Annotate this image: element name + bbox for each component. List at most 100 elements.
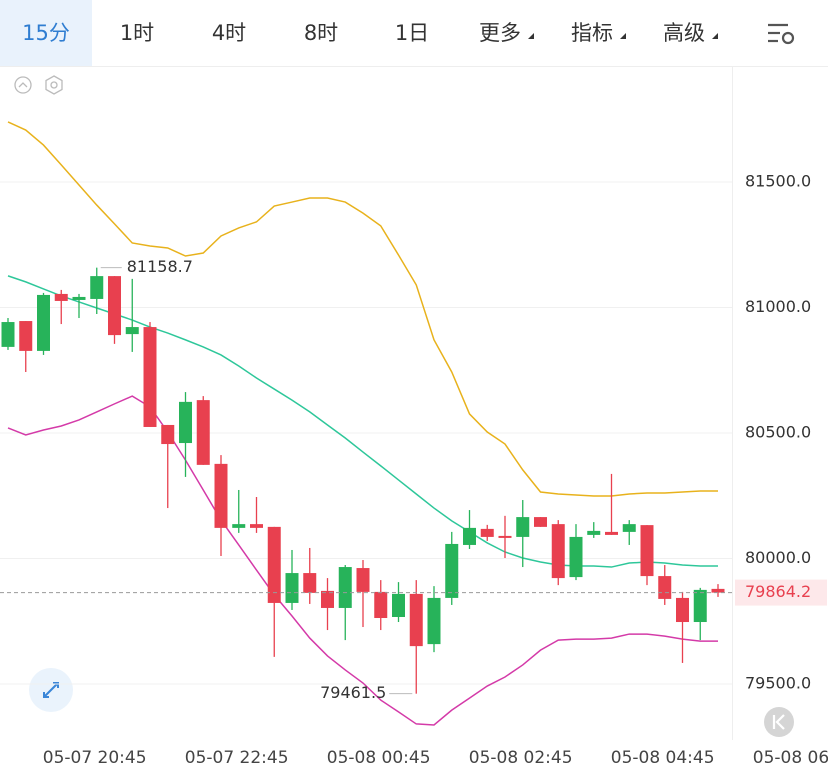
tab[interactable]: 8时 xyxy=(304,21,338,45)
candle-body xyxy=(693,589,707,623)
tab[interactable]: 1时 xyxy=(120,21,154,45)
candle xyxy=(285,549,299,610)
expand-button[interactable] xyxy=(29,668,73,712)
candle xyxy=(37,292,50,355)
candle xyxy=(587,522,601,538)
candle-body xyxy=(303,573,317,593)
collapse-icon[interactable] xyxy=(14,76,32,94)
candle-body xyxy=(711,588,725,593)
candle-body xyxy=(392,593,405,617)
tab[interactable]: 更多 xyxy=(479,21,521,45)
y-tick-label: 81500.0 xyxy=(745,171,811,190)
candle xyxy=(72,293,86,319)
x-tick-label: 05-07 22:45 xyxy=(185,748,289,768)
candle-body xyxy=(321,590,334,608)
candle xyxy=(640,525,654,586)
candle-body xyxy=(587,530,601,535)
candle xyxy=(214,455,228,556)
indicator-icon[interactable] xyxy=(45,75,63,95)
dropdown-caret xyxy=(528,33,534,39)
candle-body xyxy=(498,535,512,538)
candle-body xyxy=(90,276,104,299)
candle xyxy=(605,473,618,535)
candle xyxy=(409,580,423,694)
candle-body xyxy=(125,327,139,335)
candle xyxy=(516,500,530,568)
candle xyxy=(569,524,583,581)
candle xyxy=(498,515,512,559)
x-tick-label: 05-08 02:45 xyxy=(469,748,573,768)
candle xyxy=(108,276,121,344)
candle xyxy=(622,520,636,545)
candle-body xyxy=(1,322,15,347)
tab[interactable]: 15分 xyxy=(22,21,70,45)
candle-body xyxy=(72,296,86,300)
candle-body xyxy=(232,524,246,528)
candle-body xyxy=(250,524,263,528)
y-tick-label: 81000.0 xyxy=(745,297,811,316)
candle xyxy=(303,547,317,604)
candle-body xyxy=(445,543,459,598)
candle xyxy=(1,318,15,350)
y-tick-label: 80500.0 xyxy=(745,422,811,441)
tab[interactable]: 4时 xyxy=(212,21,246,45)
candle xyxy=(143,322,157,427)
y-tick-label: 79500.0 xyxy=(745,674,811,693)
candle-body xyxy=(338,567,352,608)
candle-body xyxy=(356,568,370,592)
candle-body xyxy=(569,536,583,578)
x-tick-label: 05-08 04:45 xyxy=(611,748,715,768)
candle xyxy=(179,392,192,477)
candle xyxy=(676,591,689,663)
candle xyxy=(90,267,104,315)
candle xyxy=(125,278,139,352)
band-line xyxy=(7,121,718,497)
candle-body xyxy=(409,593,423,647)
current-price-box xyxy=(735,579,827,606)
candle-body xyxy=(622,524,636,532)
candle xyxy=(196,396,210,465)
candle xyxy=(374,580,388,631)
candle-body xyxy=(267,526,281,603)
candle xyxy=(267,526,281,657)
dropdown-caret xyxy=(712,33,718,39)
candle xyxy=(693,587,707,641)
candle-body xyxy=(143,327,157,427)
candle-body xyxy=(108,276,121,336)
candle-body xyxy=(676,597,689,623)
band-line xyxy=(7,275,718,568)
candle-body xyxy=(214,463,228,528)
candle xyxy=(356,560,370,628)
candle xyxy=(250,497,263,533)
selected-tab-bg xyxy=(0,0,92,66)
tab[interactable]: 1日 xyxy=(395,21,429,45)
candle xyxy=(232,489,246,533)
candle-body xyxy=(516,517,530,537)
candle xyxy=(463,510,476,549)
candle-body xyxy=(374,591,388,619)
x-tick-label: 05-07 20:45 xyxy=(43,748,147,768)
candle-body xyxy=(179,401,192,444)
candle-body xyxy=(196,400,210,465)
candle-body xyxy=(54,293,68,301)
candle-body xyxy=(427,597,441,645)
candle xyxy=(54,289,68,325)
candle-body xyxy=(605,531,618,535)
settings-icon[interactable] xyxy=(768,23,795,45)
scroll-latest-button[interactable] xyxy=(764,707,794,737)
candle xyxy=(392,582,405,623)
tab[interactable]: 指标 xyxy=(571,21,613,45)
candle xyxy=(321,578,334,631)
candle xyxy=(338,565,352,641)
candle xyxy=(534,517,547,527)
candle-body xyxy=(285,573,299,603)
plot-area: 81158.7 79461.5 79864.2 xyxy=(0,121,827,726)
candle-body xyxy=(463,527,476,545)
candle xyxy=(427,586,441,653)
y-tick-label: 80000.0 xyxy=(745,548,811,567)
tab[interactable]: 高级 xyxy=(663,21,705,45)
low-label: 79461.5 xyxy=(320,683,386,702)
candle-body xyxy=(551,524,565,579)
